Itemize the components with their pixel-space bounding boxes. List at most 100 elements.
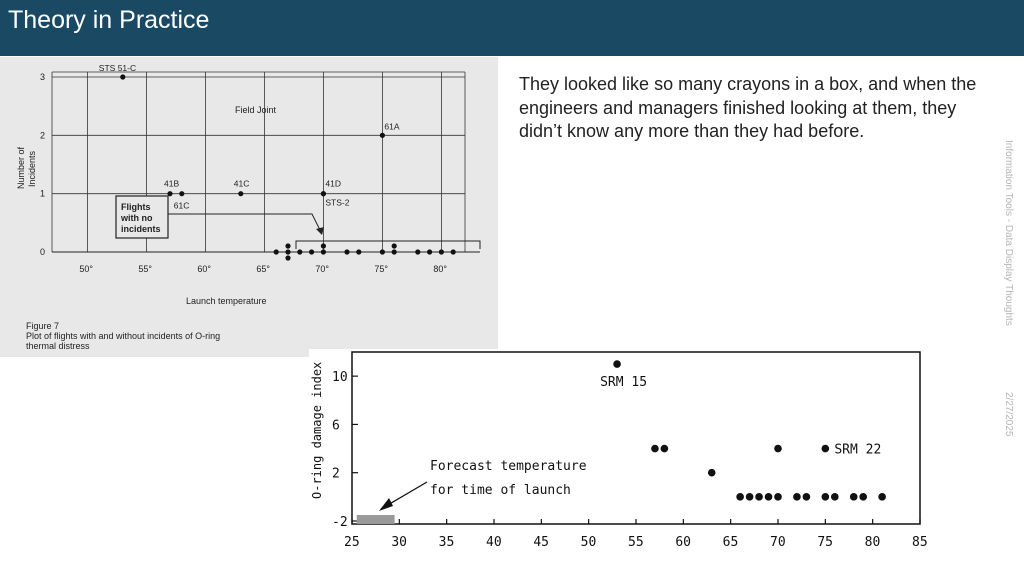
- zero-incident-point: [391, 249, 397, 255]
- x-tick-label: 50: [581, 535, 597, 550]
- x-tick-label: 60°: [197, 264, 211, 274]
- incident-point: [320, 191, 326, 197]
- damage-point: [755, 493, 763, 501]
- zero-incident-point: [309, 249, 315, 255]
- box-arrow-line: [168, 213, 323, 235]
- box-label-1: Flights: [121, 202, 151, 212]
- y-tick-label: -2: [332, 515, 348, 530]
- y-tick-label: 1: [40, 189, 45, 199]
- damage-point: [859, 493, 867, 501]
- y-tick-label: 2: [332, 467, 340, 482]
- forecast-annotation-1: Forecast temperature: [430, 459, 587, 474]
- no-incidents-box: [115, 195, 169, 239]
- zero-incident-point: [285, 255, 291, 261]
- zero-incident-point: [415, 249, 421, 255]
- figure-caption-2: Plot of flights with and without inciden…: [26, 331, 220, 341]
- figure-caption-3: thermal distress: [26, 341, 90, 351]
- forecast-arrow-head: [379, 498, 393, 511]
- x-tick-label: 55°: [138, 264, 152, 274]
- box-arrow-head: [316, 227, 324, 235]
- y-tick-label: 2: [40, 130, 45, 140]
- figure-caption-1: Figure 7: [26, 321, 59, 331]
- vertical-footer: Information Tools - Data Display Thought…: [1000, 140, 1020, 460]
- x-tick-label: 45: [533, 535, 549, 550]
- damage-index-chart: 25 30 35 40 45 50 55 60 65 70 75 80 85 -2 2 6 10 SRM 15 S…: [310, 351, 928, 550]
- slide-title: Theory in Practice: [8, 6, 210, 34]
- axis-ylabel-line1: Number of: [16, 146, 26, 189]
- zero-incident-point: [297, 249, 303, 255]
- zero-incident-point: [344, 249, 350, 255]
- zero-incident-point: [438, 249, 444, 255]
- zero-incident-point: [391, 243, 397, 249]
- incident-point: [120, 74, 126, 80]
- x-tick-label: 50°: [79, 264, 93, 274]
- damage-point: [774, 444, 782, 453]
- axis-xlabel: Launch temperature: [186, 296, 267, 306]
- point-label: STS 51-C: [99, 63, 136, 73]
- x-tick-label: 40: [486, 535, 502, 550]
- damage-point: [774, 493, 782, 501]
- zero-incident-point: [427, 249, 433, 255]
- x-tick-label: 65: [723, 535, 739, 550]
- y-tick-label: 10: [332, 370, 348, 385]
- incident-point: [167, 191, 173, 197]
- x-tick-label: 80: [865, 535, 881, 550]
- incidents-chart: 0 1 2 3 50° 55° 60° 65° 70° 75° 80° Launch temperat…: [16, 63, 481, 351]
- damage-point: [660, 444, 669, 453]
- damage-point: [878, 493, 886, 501]
- body-paragraph: They looked like so many crayons in a bo…: [519, 74, 977, 141]
- y-tick-label: 3: [40, 72, 45, 82]
- y-tick-label: 0: [40, 247, 45, 257]
- damage-point: [707, 468, 716, 477]
- zero-incident-point: [320, 243, 326, 249]
- x-tick-label: 80°: [433, 264, 447, 274]
- zero-incident-point: [285, 243, 291, 249]
- zero-incident-point: [356, 249, 362, 255]
- zero-bracket: [295, 240, 481, 249]
- incident-point: [238, 191, 244, 197]
- x-tick-label: 60: [675, 535, 691, 550]
- x-tick-label: 65°: [256, 264, 270, 274]
- x-tick-label: 75: [817, 535, 833, 550]
- footer-side-text: Information Tools - Data Display Thought…: [1003, 140, 1014, 326]
- damage-point: [745, 493, 754, 501]
- point-label: 41B: [164, 179, 179, 189]
- damage-point: [764, 493, 773, 501]
- x-tick-label: 55: [628, 535, 644, 550]
- zero-incident-point: [285, 249, 291, 255]
- point-label: 41D: [325, 179, 341, 189]
- y-tick-label: 6: [332, 418, 340, 433]
- x-tick-label: 75°: [374, 264, 388, 274]
- title-bar: Theory in Practice: [0, 0, 1024, 56]
- point-label: 61A: [384, 121, 399, 131]
- x-tick-label: 30: [391, 535, 407, 550]
- x-tick-label: 35: [439, 535, 455, 550]
- zero-incident-point: [450, 249, 456, 255]
- box-label-3: incidents: [121, 224, 161, 234]
- point-label: 41C: [234, 179, 250, 189]
- x-tick-label: 70: [770, 535, 786, 550]
- forecast-range-bar: [356, 515, 395, 524]
- damage-point: [736, 493, 744, 501]
- incident-point: [179, 191, 185, 197]
- damage-point: [821, 444, 830, 453]
- footer-date: 2/27/2025: [1003, 392, 1014, 437]
- point-label: 61C: [174, 201, 190, 211]
- incident-point: [379, 132, 385, 138]
- damage-point: [821, 493, 830, 501]
- zero-incident-point: [379, 249, 385, 255]
- x-tick-label: 70°: [315, 264, 329, 274]
- box-label-2: with no: [120, 213, 153, 223]
- zero-incident-point: [320, 249, 326, 255]
- damage-point: [802, 493, 811, 501]
- field-joint-label: Field Joint: [235, 105, 277, 115]
- axis-ylabel: O-ring damage index: [310, 362, 324, 499]
- zero-incident-point: [273, 249, 279, 255]
- damage-point: [849, 493, 858, 501]
- damage-point: [651, 444, 659, 453]
- damage-point: [831, 493, 839, 501]
- damage-point: [793, 493, 801, 501]
- point-label: SRM 22: [834, 443, 881, 458]
- point-label: STS-2: [325, 198, 349, 208]
- point-label: SRM 15: [600, 375, 647, 390]
